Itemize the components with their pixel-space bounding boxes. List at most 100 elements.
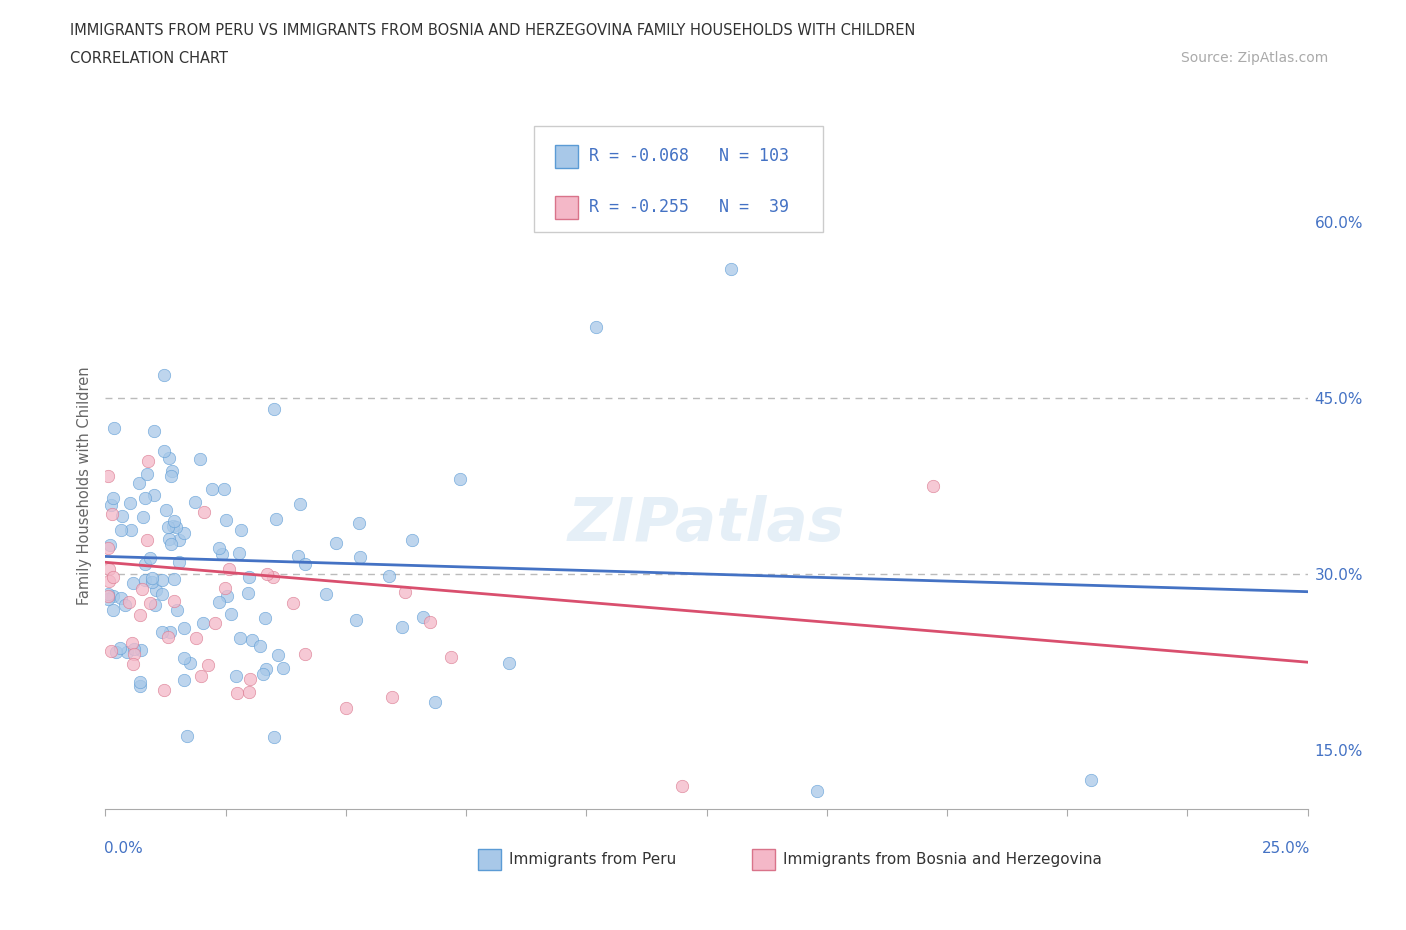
- Point: [142, 423, 165, 438]
- Point: [249, 639, 271, 654]
- Point: [111, 509, 134, 524]
- Point: [221, 606, 243, 621]
- Text: 0.0%: 0.0%: [104, 841, 143, 856]
- Point: [110, 591, 132, 605]
- Point: [157, 451, 180, 466]
- Point: [131, 582, 153, 597]
- Point: [139, 551, 162, 565]
- Point: [190, 668, 212, 683]
- Point: [271, 660, 294, 675]
- Point: [229, 630, 252, 644]
- Point: [118, 496, 141, 511]
- Point: [162, 518, 184, 533]
- Point: [131, 643, 153, 658]
- Point: [128, 607, 150, 622]
- Point: [290, 497, 312, 512]
- Point: [191, 616, 214, 631]
- Point: [118, 595, 141, 610]
- Point: [97, 591, 120, 606]
- Point: [159, 537, 181, 551]
- Point: [150, 572, 173, 587]
- Point: [253, 611, 276, 626]
- Point: [215, 512, 238, 527]
- Point: [134, 572, 156, 587]
- Point: [720, 261, 742, 276]
- Point: [208, 540, 231, 555]
- Point: [152, 683, 174, 698]
- Point: [349, 550, 371, 565]
- Point: [287, 549, 309, 564]
- Point: [215, 589, 238, 604]
- Point: [100, 498, 122, 512]
- Point: [262, 570, 284, 585]
- Point: [252, 667, 274, 682]
- Point: [256, 566, 278, 581]
- Point: [143, 488, 166, 503]
- Point: [377, 568, 399, 583]
- Point: [240, 632, 263, 647]
- Point: [155, 502, 177, 517]
- Point: [157, 532, 180, 547]
- Point: [228, 546, 250, 561]
- Point: [97, 589, 120, 604]
- Point: [585, 320, 607, 335]
- Text: ZIPatlas: ZIPatlas: [568, 495, 845, 554]
- Point: [103, 420, 125, 435]
- Point: [238, 569, 260, 584]
- Point: [104, 644, 127, 659]
- Point: [193, 504, 215, 519]
- Point: [115, 644, 138, 659]
- Point: [145, 582, 167, 597]
- Point: [231, 523, 253, 538]
- Point: [165, 520, 187, 535]
- Point: [226, 685, 249, 700]
- Point: [225, 669, 247, 684]
- Point: [335, 701, 357, 716]
- Point: [141, 574, 163, 589]
- Point: [238, 586, 260, 601]
- Point: [101, 588, 124, 603]
- Point: [173, 621, 195, 636]
- Point: [101, 569, 124, 584]
- Point: [141, 571, 163, 586]
- Point: [347, 516, 370, 531]
- Point: [254, 661, 277, 676]
- Y-axis label: Family Households with Children: Family Households with Children: [77, 366, 93, 605]
- Point: [214, 482, 236, 497]
- Point: [160, 468, 183, 483]
- Point: [110, 522, 132, 537]
- Point: [184, 495, 207, 510]
- Point: [152, 367, 174, 382]
- Point: [160, 463, 183, 478]
- Point: [167, 533, 190, 548]
- Point: [97, 561, 120, 576]
- Point: [264, 512, 287, 526]
- Point: [239, 671, 262, 686]
- Text: CORRELATION CHART: CORRELATION CHART: [70, 51, 228, 66]
- Point: [150, 625, 173, 640]
- Text: Immigrants from Peru: Immigrants from Peru: [509, 852, 676, 867]
- Point: [197, 658, 219, 672]
- Point: [449, 472, 471, 486]
- Text: R = -0.068   N = 103: R = -0.068 N = 103: [589, 147, 789, 166]
- Point: [671, 778, 693, 793]
- Point: [184, 631, 207, 645]
- Point: [157, 629, 180, 644]
- Point: [135, 532, 157, 547]
- Point: [153, 444, 176, 458]
- Point: [173, 525, 195, 540]
- Point: [401, 533, 423, 548]
- Point: [208, 594, 231, 609]
- Point: [157, 520, 180, 535]
- Point: [136, 454, 159, 469]
- Point: [100, 644, 122, 658]
- Point: [190, 452, 212, 467]
- Point: [498, 656, 520, 671]
- Point: [315, 587, 337, 602]
- Point: [98, 538, 121, 552]
- Point: [167, 555, 190, 570]
- Point: [163, 593, 186, 608]
- Point: [238, 684, 260, 699]
- Point: [163, 514, 186, 529]
- Point: [179, 656, 201, 671]
